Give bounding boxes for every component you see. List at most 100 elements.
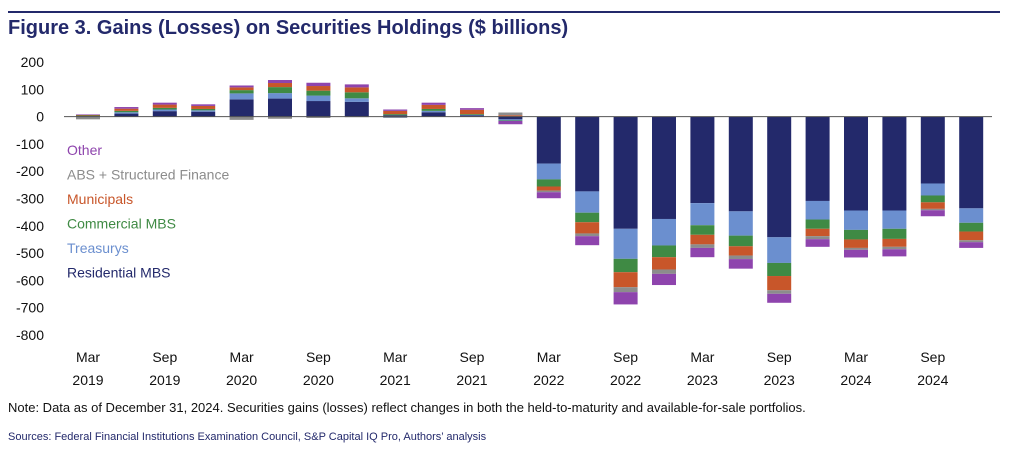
- chart-note: Note: Data as of December 31, 2024. Secu…: [8, 400, 806, 415]
- legend-entry: Treasurys: [67, 240, 129, 256]
- bar-segment: [575, 236, 600, 246]
- bar-segment: [344, 101, 369, 117]
- legend-entry: ABS + Structured Finance: [67, 167, 229, 183]
- bar-segment: [844, 239, 868, 248]
- bar-segment: [229, 90, 254, 94]
- bar-segment: [306, 101, 331, 117]
- bar-segment: [652, 273, 676, 286]
- bar-segment: [421, 108, 446, 111]
- bar-segment: [76, 116, 100, 120]
- bar-segment: [767, 293, 792, 303]
- bar-segment: [229, 116, 254, 120]
- bar-segment: [536, 192, 561, 199]
- bar-segment: [805, 236, 830, 240]
- bar-segment: [229, 87, 254, 91]
- y-tick-label: 0: [36, 109, 44, 125]
- bar-segment: [959, 240, 984, 243]
- bar-segment: [959, 242, 984, 248]
- bar-segment: [191, 110, 216, 112]
- bar-segment: [767, 116, 792, 238]
- bar-segment: [306, 86, 331, 91]
- bar-segment: [152, 107, 177, 110]
- bars: [76, 80, 984, 305]
- bar-segment: [306, 95, 331, 102]
- bar-segment: [920, 202, 945, 209]
- y-tick-label: -200: [16, 163, 44, 179]
- bar-segment: [728, 235, 753, 247]
- bar-segment: [882, 246, 907, 250]
- x-tick-year: 2022: [533, 372, 564, 388]
- bar-segment: [920, 183, 945, 196]
- bar-segment: [498, 115, 523, 117]
- bar-segment: [844, 247, 868, 250]
- bar-segment: [76, 114, 100, 116]
- x-tick-year: 2021: [456, 372, 487, 388]
- bar-segment: [421, 112, 446, 117]
- bar-segment: [536, 116, 561, 164]
- bar-segment: [114, 107, 139, 109]
- bar-segment: [920, 195, 945, 203]
- bar-segment: [498, 119, 523, 121]
- bar-segment: [268, 116, 292, 119]
- bar-segment: [268, 80, 292, 84]
- x-tick-year: 2023: [764, 372, 795, 388]
- bar-segment: [575, 222, 600, 234]
- bar-segment: [114, 110, 139, 113]
- y-tick-label: -100: [16, 136, 44, 152]
- bar-segment: [344, 84, 369, 88]
- bar-segment: [229, 93, 254, 100]
- bar-segment: [344, 92, 369, 99]
- legend-entry: Other: [67, 142, 102, 158]
- bar-segment: [421, 104, 446, 109]
- bar-segment: [152, 102, 177, 105]
- x-tick-year: 2019: [149, 372, 180, 388]
- bar-segment: [690, 225, 715, 235]
- bar-segment: [76, 115, 100, 117]
- bar-segment: [728, 211, 753, 236]
- y-axis-ticks: 200 100 0 -100 -200 -300 -400 -500 -600 -700 -800: [16, 54, 44, 343]
- x-tick-month: Sep: [920, 349, 945, 365]
- bar-segment: [498, 120, 523, 125]
- bar-segment: [613, 228, 638, 259]
- bar-segment: [844, 210, 868, 230]
- bar-segment: [882, 249, 907, 257]
- bar-segment: [421, 102, 446, 105]
- bar-segment: [844, 116, 868, 211]
- bar-segment: [920, 210, 945, 217]
- bar-segment: [498, 112, 523, 116]
- bar-segment: [652, 269, 676, 274]
- x-tick-month: Mar: [230, 349, 254, 365]
- bar-segment: [920, 116, 945, 184]
- x-tick-month: Sep: [767, 349, 792, 365]
- y-tick-label: -300: [16, 191, 44, 207]
- bar-segment: [882, 228, 907, 239]
- x-axis-ticks: Mar 2019 Sep 2019 Mar 2020 Sep 2020 Mar 2021 Sep 20…: [72, 349, 948, 388]
- bar-segment: [152, 111, 177, 117]
- y-tick-label: -800: [16, 327, 44, 343]
- bar-segment: [690, 234, 715, 245]
- bar-segment: [882, 116, 907, 211]
- x-tick-month: Sep: [460, 349, 485, 365]
- legend-entry: Residential MBS: [67, 265, 171, 281]
- bar-segment: [114, 108, 139, 111]
- bar-segment: [191, 108, 216, 111]
- bar-segment: [882, 238, 907, 247]
- bar-segment: [959, 231, 984, 241]
- bar-segment: [229, 85, 254, 88]
- bar-segment: [383, 109, 408, 111]
- bar-segment: [268, 87, 292, 94]
- bar-segment: [805, 219, 830, 229]
- x-tick-year: 2023: [687, 372, 718, 388]
- bar-segment: [383, 110, 408, 115]
- bar-segment: [767, 290, 792, 294]
- bar-segment: [76, 115, 100, 117]
- y-tick-label: 100: [21, 81, 45, 97]
- bar-segment: [536, 163, 561, 180]
- x-tick-month: Mar: [844, 349, 868, 365]
- bar-segment: [613, 287, 638, 293]
- bar-segment: [421, 110, 446, 113]
- bar-segment: [536, 186, 561, 191]
- x-tick-year: 2024: [917, 372, 948, 388]
- bar-segment: [383, 115, 408, 117]
